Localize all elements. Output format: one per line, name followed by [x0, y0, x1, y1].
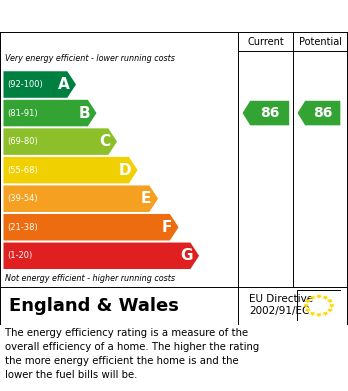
Text: (69-80): (69-80) — [8, 137, 38, 146]
Text: 86: 86 — [260, 106, 279, 120]
Text: The energy efficiency rating is a measure of the
overall efficiency of a home. T: The energy efficiency rating is a measur… — [5, 328, 260, 380]
Text: Energy Efficiency Rating: Energy Efficiency Rating — [9, 9, 229, 24]
Polygon shape — [322, 296, 329, 300]
Text: B: B — [79, 106, 90, 120]
Text: (21-38): (21-38) — [8, 223, 38, 232]
Polygon shape — [3, 100, 96, 126]
Text: Potential: Potential — [299, 37, 342, 47]
Text: (1-20): (1-20) — [8, 251, 33, 260]
Polygon shape — [3, 128, 117, 155]
Polygon shape — [316, 294, 322, 299]
Text: G: G — [181, 248, 193, 263]
Text: (55-68): (55-68) — [8, 166, 38, 175]
Polygon shape — [3, 242, 199, 269]
Text: E: E — [141, 191, 151, 206]
Polygon shape — [3, 185, 158, 212]
Text: F: F — [161, 220, 172, 235]
Text: A: A — [58, 77, 70, 92]
Polygon shape — [329, 304, 335, 308]
Text: (39-54): (39-54) — [8, 194, 38, 203]
Text: England & Wales: England & Wales — [9, 296, 179, 315]
Text: C: C — [99, 134, 110, 149]
Polygon shape — [327, 299, 333, 303]
Polygon shape — [3, 214, 179, 240]
Text: Very energy efficient - lower running costs: Very energy efficient - lower running co… — [5, 54, 175, 63]
Text: EU Directive
2002/91/EC: EU Directive 2002/91/EC — [249, 294, 313, 316]
Polygon shape — [309, 296, 316, 300]
Polygon shape — [303, 304, 309, 308]
Text: (81-91): (81-91) — [8, 109, 38, 118]
Polygon shape — [327, 308, 333, 312]
Text: (92-100): (92-100) — [8, 80, 44, 89]
Text: Current: Current — [247, 37, 284, 47]
Polygon shape — [316, 313, 322, 317]
Polygon shape — [298, 101, 340, 126]
Text: 86: 86 — [313, 106, 332, 120]
Text: D: D — [119, 163, 132, 178]
Text: Not energy efficient - higher running costs: Not energy efficient - higher running co… — [5, 274, 175, 283]
Polygon shape — [305, 308, 311, 312]
Polygon shape — [243, 101, 289, 126]
Polygon shape — [3, 71, 76, 98]
Polygon shape — [3, 157, 137, 183]
Polygon shape — [309, 312, 316, 316]
Polygon shape — [322, 312, 329, 316]
Polygon shape — [305, 299, 311, 303]
